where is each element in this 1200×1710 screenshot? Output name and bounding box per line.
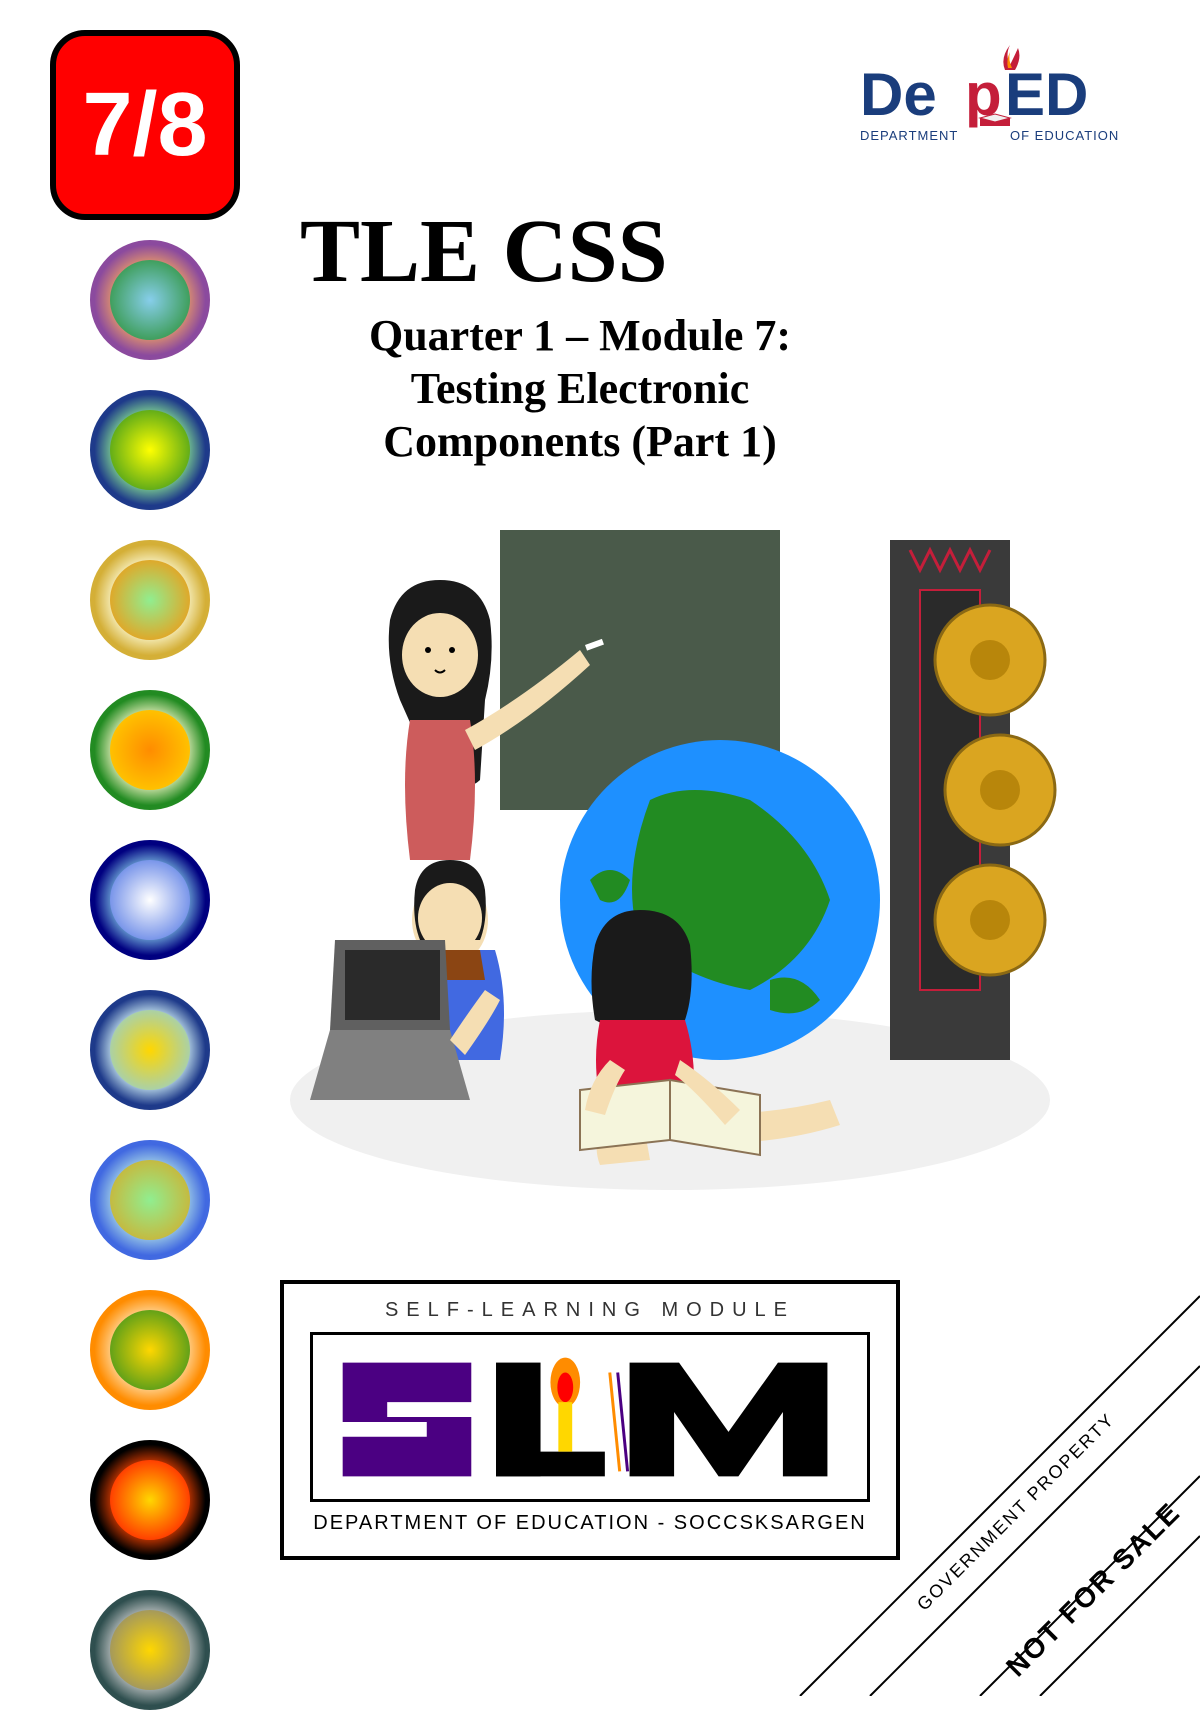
deped-ed: ED [1005, 61, 1088, 128]
seal-4 [90, 690, 210, 810]
grade-badge-text: 7/8 [82, 74, 207, 177]
main-title: TLE CSS [300, 200, 668, 303]
deped-dept: DEPARTMENT [860, 128, 958, 143]
seal-10 [90, 1590, 210, 1710]
subtitle-line2: Testing Electronic [230, 363, 930, 416]
slm-bottom-text: DEPARTMENT OF EDUCATION - SOCCSKSARGEN [313, 1512, 866, 1535]
slm-box: SELF-LEARNING MODULE DEPARTMENT OF EDUCA… [280, 1280, 900, 1560]
subtitle-line3: Components (Part 1) [230, 416, 930, 469]
main-illustration [270, 500, 1070, 1200]
seal-7 [90, 1140, 210, 1260]
seal-column [90, 240, 210, 1710]
grade-badge: 7/8 [50, 30, 240, 220]
seal-1 [90, 240, 210, 360]
govt-property-text: GOVERNMENT PROPERTY [913, 1409, 1118, 1614]
seal-8 [90, 1290, 210, 1410]
subtitle: Quarter 1 – Module 7: Testing Electronic… [230, 310, 930, 468]
seal-9 [90, 1440, 210, 1560]
deped-de: De [860, 61, 937, 128]
not-for-sale-text: NOT FOR SALE [1000, 1496, 1186, 1682]
subtitle-line1: Quarter 1 – Module 7: [230, 310, 930, 363]
seal-3 [90, 540, 210, 660]
seal-5 [90, 840, 210, 960]
seal-2 [90, 390, 210, 510]
deped-logo: De p ED DEPARTMENT OF EDUCATION [800, 40, 1120, 160]
slm-top-text: SELF-LEARNING MODULE [385, 1299, 795, 1322]
slm-logo [310, 1332, 870, 1502]
seal-6 [90, 990, 210, 1110]
deped-edu: OF EDUCATION [1010, 128, 1119, 143]
